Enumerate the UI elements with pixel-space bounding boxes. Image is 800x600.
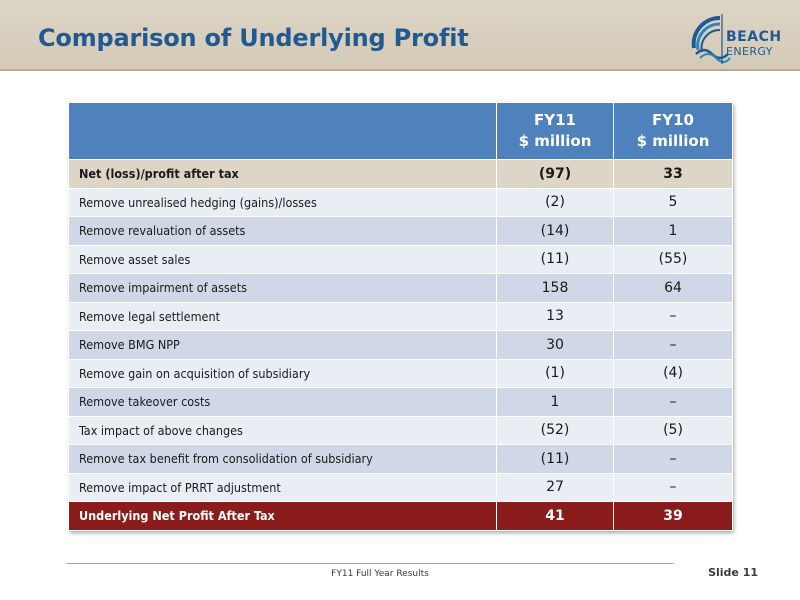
table-row: Tax impact of above changes (52) (5) <box>68 415 733 445</box>
row-value-fy11: 158 <box>496 273 614 303</box>
logo-text-energy: ENERGY <box>726 45 773 58</box>
table-row: Remove revaluation of assets (14) 1 <box>68 216 733 246</box>
slide-title: Comparison of Underlying Profit <box>38 24 469 52</box>
row-value-fy11: (14) <box>496 216 614 246</box>
beach-energy-logo: BEACH ENERGY <box>690 10 795 68</box>
row-label: Tax impact of above changes <box>68 415 497 445</box>
total-label: Underlying Net Profit After Tax <box>68 501 497 531</box>
logo-text-beach: BEACH <box>726 29 782 45</box>
row-value-fy10: (5) <box>613 415 733 445</box>
row-label: Remove tax benefit from consolidation of… <box>68 444 497 474</box>
row-label: Remove asset sales <box>68 244 497 274</box>
row-value-fy11: (97) <box>496 159 614 189</box>
row-value-fy10: 1 <box>613 216 733 246</box>
table-row: Remove tax benefit from consolidation of… <box>68 444 733 474</box>
footer-caption: FY11 Full Year Results <box>331 569 429 579</box>
row-value-fy10: – <box>613 387 733 417</box>
row-value-fy10: – <box>613 444 733 474</box>
header-divider <box>0 69 800 71</box>
row-value-fy11: (11) <box>496 244 614 274</box>
header-fy11-unit: $ million <box>518 132 592 150</box>
table-row: Remove impairment of assets 158 64 <box>68 273 733 303</box>
row-value-fy10: – <box>613 330 733 360</box>
row-label: Remove takeover costs <box>68 387 497 417</box>
row-value-fy11: (52) <box>496 415 614 445</box>
row-label: Remove gain on acquisition of subsidiary <box>68 358 497 388</box>
total-value-fy11: 41 <box>496 501 614 531</box>
slide-number: Slide 11 <box>708 566 758 579</box>
row-value-fy10: 5 <box>613 187 733 217</box>
row-label: Net (loss)/profit after tax <box>68 159 497 189</box>
table-row: Remove takeover costs 1 – <box>68 387 733 417</box>
row-value-fy10: – <box>613 472 733 502</box>
row-label: Remove unrealised hedging (gains)/losses <box>68 187 497 217</box>
table-row: Remove legal settlement 13 – <box>68 301 733 331</box>
table-row: Remove asset sales (11) (55) <box>68 244 733 274</box>
table-row: Remove gain on acquisition of subsidiary… <box>68 358 733 388</box>
row-value-fy11: (1) <box>496 358 614 388</box>
row-value-fy11: 1 <box>496 387 614 417</box>
row-value-fy10: (55) <box>613 244 733 274</box>
header-cell-fy11: FY11 $ million <box>496 102 614 160</box>
row-label: Remove impact of PRRT adjustment <box>68 472 497 502</box>
row-value-fy11: 30 <box>496 330 614 360</box>
row-label: Remove revaluation of assets <box>68 216 497 246</box>
row-value-fy10: – <box>613 301 733 331</box>
table-header-row: FY11 $ million FY10 $ million <box>68 102 733 160</box>
row-value-fy10: 64 <box>613 273 733 303</box>
table-row: Net (loss)/profit after tax (97) 33 <box>68 159 733 189</box>
row-label: Remove legal settlement <box>68 301 497 331</box>
row-value-fy11: (11) <box>496 444 614 474</box>
header-cell-blank <box>68 102 497 160</box>
row-value-fy11: 13 <box>496 301 614 331</box>
header-fy10-label: FY10 <box>652 111 694 129</box>
row-label: Remove impairment of assets <box>68 273 497 303</box>
row-value-fy11: (2) <box>496 187 614 217</box>
table-row: Remove unrealised hedging (gains)/losses… <box>68 187 733 217</box>
profit-comparison-table: FY11 $ million FY10 $ million Net (loss)… <box>68 102 733 531</box>
logo-emblem-icon <box>691 14 731 64</box>
header-fy10-unit: $ million <box>636 132 710 150</box>
row-value-fy10: (4) <box>613 358 733 388</box>
table-row: Remove impact of PRRT adjustment 27 – <box>68 472 733 502</box>
total-value-fy10: 39 <box>613 501 733 531</box>
row-label: Remove BMG NPP <box>68 330 497 360</box>
header-fy11-label: FY11 <box>534 111 576 129</box>
header-cell-fy10: FY10 $ million <box>613 102 733 160</box>
row-value-fy10: 33 <box>613 159 733 189</box>
total-row: Underlying Net Profit After Tax 41 39 <box>68 501 733 531</box>
table-row: Remove BMG NPP 30 – <box>68 330 733 360</box>
header-band <box>0 0 800 70</box>
row-value-fy11: 27 <box>496 472 614 502</box>
footer-divider <box>66 563 674 564</box>
